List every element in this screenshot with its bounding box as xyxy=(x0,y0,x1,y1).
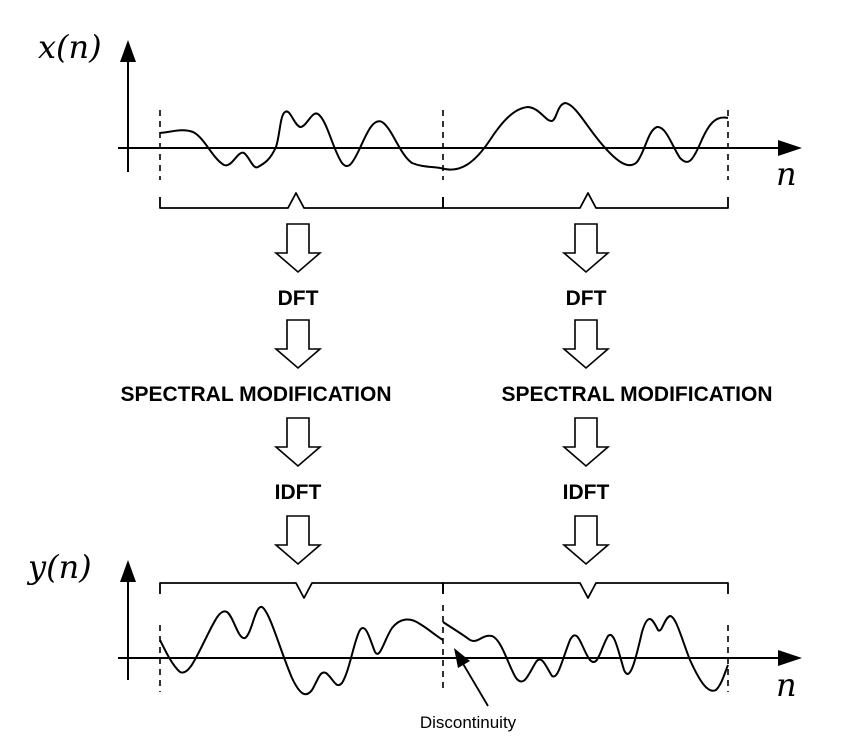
left-down-arrow-1 xyxy=(273,223,323,274)
top-x-axis-label: n xyxy=(776,155,797,193)
discontinuity-pointer-arrowhead xyxy=(454,648,470,668)
right-processing-branch: DFT SPECTRAL MODIFICATION IDFT xyxy=(501,223,773,566)
left-down-arrow-4 xyxy=(273,515,323,566)
bottom-waveform-frame-2 xyxy=(442,615,729,692)
left-down-arrow-2 xyxy=(273,319,323,370)
right-down-arrow-4 xyxy=(561,515,611,566)
bottom-x-axis-label: n xyxy=(776,666,797,704)
bottom-frame-brace-left xyxy=(159,582,444,599)
left-dft-label: DFT xyxy=(278,287,319,310)
discontinuity-pointer-line xyxy=(461,661,489,707)
right-spectral-modification-label: SPECTRAL MODIFICATION xyxy=(501,383,772,406)
top-waveform xyxy=(159,102,729,171)
bottom-signal-plot: y(n) n xyxy=(26,548,802,704)
right-idft-label: IDFT xyxy=(563,481,610,504)
discontinuity-annotation: Discontinuity xyxy=(420,648,517,732)
left-down-arrow-3 xyxy=(273,417,323,468)
right-down-arrow-2 xyxy=(561,319,611,370)
right-down-arrow-1 xyxy=(561,223,611,274)
bottom-x-axis-arrowhead xyxy=(778,650,802,666)
bottom-y-axis-arrowhead xyxy=(120,560,136,582)
right-dft-label: DFT xyxy=(566,287,607,310)
top-frame-brace-right xyxy=(442,192,729,209)
top-x-axis-arrowhead xyxy=(778,140,802,156)
bottom-frame-brace-right xyxy=(442,582,729,599)
top-y-axis-label: x(n) xyxy=(38,28,102,66)
top-frame-brace-left xyxy=(159,192,444,209)
top-y-axis-arrowhead xyxy=(120,40,136,62)
bottom-y-axis-label: y(n) xyxy=(26,548,92,586)
discontinuity-label: Discontinuity xyxy=(420,713,517,732)
left-spectral-modification-label: SPECTRAL MODIFICATION xyxy=(120,383,391,406)
left-processing-branch: DFT SPECTRAL MODIFICATION IDFT xyxy=(120,223,392,566)
bottom-waveform-frame-1 xyxy=(159,606,444,696)
top-signal-plot: x(n) n xyxy=(38,28,802,209)
left-idft-label: IDFT xyxy=(275,481,322,504)
right-down-arrow-3 xyxy=(561,417,611,468)
